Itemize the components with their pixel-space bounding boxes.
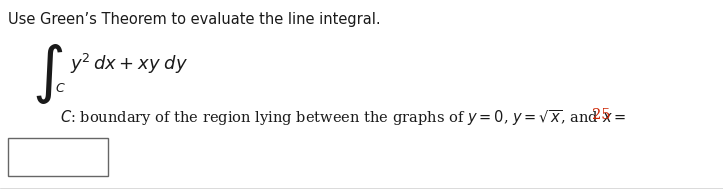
- Text: $C$: $C$: [55, 82, 66, 95]
- FancyBboxPatch shape: [8, 138, 108, 176]
- Text: $y^2\,dx + xy\;dy$: $y^2\,dx + xy\;dy$: [70, 52, 188, 76]
- Text: $\int$: $\int$: [33, 42, 64, 106]
- Text: $C$: boundary of the region lying between the graphs of $y = 0$, $y = \sqrt{x}$,: $C$: boundary of the region lying betwee…: [60, 108, 626, 128]
- Text: 25: 25: [592, 108, 610, 122]
- Text: Use Green’s Theorem to evaluate the line integral.: Use Green’s Theorem to evaluate the line…: [8, 12, 380, 27]
